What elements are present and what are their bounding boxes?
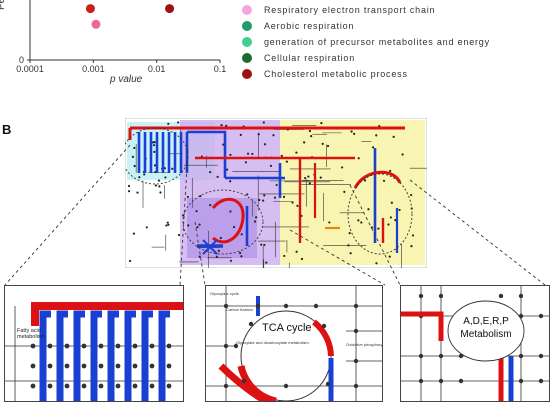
legend-label: Aerobic respiration bbox=[264, 21, 355, 31]
x-tick-label: 0.001 bbox=[82, 64, 105, 74]
x-tick-label: 0.0001 bbox=[16, 64, 44, 74]
legend-label: generation of precursor metabolites and … bbox=[264, 37, 490, 47]
legend-swatch bbox=[242, 37, 252, 47]
legend-swatch bbox=[242, 21, 252, 31]
data-points bbox=[85, 4, 175, 29]
legend-swatch bbox=[242, 5, 252, 15]
aderp-title-line2: Metabolism bbox=[460, 329, 511, 340]
x-tick-label: 0.1 bbox=[214, 64, 227, 74]
data-point bbox=[165, 4, 175, 14]
legend-label: Cholesterol metabolic process bbox=[264, 69, 408, 79]
x-tick-label: 0.01 bbox=[148, 64, 166, 74]
data-point bbox=[85, 4, 95, 14]
tca-label-0: Glyoxylate cycle bbox=[210, 291, 240, 296]
plot-axes bbox=[27, 0, 221, 63]
zoom-tca-cycle: TCA cycle Glyoxylate cycle Carbon fixati… bbox=[205, 285, 383, 402]
data-point bbox=[91, 19, 101, 29]
legend-label: Respiratory electron transport chain bbox=[264, 5, 436, 15]
legend-item: Cellular respiration bbox=[242, 50, 355, 66]
fatty-acid-label: Fatty acid metabolism bbox=[17, 328, 46, 340]
metabolic-map-overview bbox=[125, 118, 427, 268]
legend-item: Aerobic respiration bbox=[242, 18, 354, 34]
tca-title: TCA cycle bbox=[262, 322, 312, 334]
legend-item: Cholesterol metabolic process bbox=[242, 66, 408, 82]
y-tick-label: 0 bbox=[19, 55, 24, 65]
x-axis-label: p value bbox=[110, 74, 143, 85]
legend-item: Respiratory electron transport chain bbox=[242, 2, 435, 18]
legend-swatch bbox=[242, 53, 252, 63]
legend-swatch bbox=[242, 69, 252, 79]
y-axis-label: Per bbox=[0, 0, 7, 10]
tca-label-2: Glyoxylate and dicarboxylate metabolism bbox=[236, 340, 309, 345]
tca-label-1: Carbon fixation bbox=[226, 307, 253, 312]
tca-label-3: Oxidative phosphorylation bbox=[346, 342, 383, 347]
aderp-title-line1: A,D,E,R,P bbox=[463, 316, 509, 327]
legend-label: Cellular respiration bbox=[264, 53, 356, 63]
zoom-fatty-acid: Fatty acid metabolism bbox=[4, 285, 184, 402]
panel-b-label: B bbox=[2, 122, 12, 137]
legend-item: generation of precursor metabolites and … bbox=[242, 34, 490, 50]
zoom-aderp-metabolism: A,D,E,R,P Metabolism bbox=[400, 285, 550, 402]
